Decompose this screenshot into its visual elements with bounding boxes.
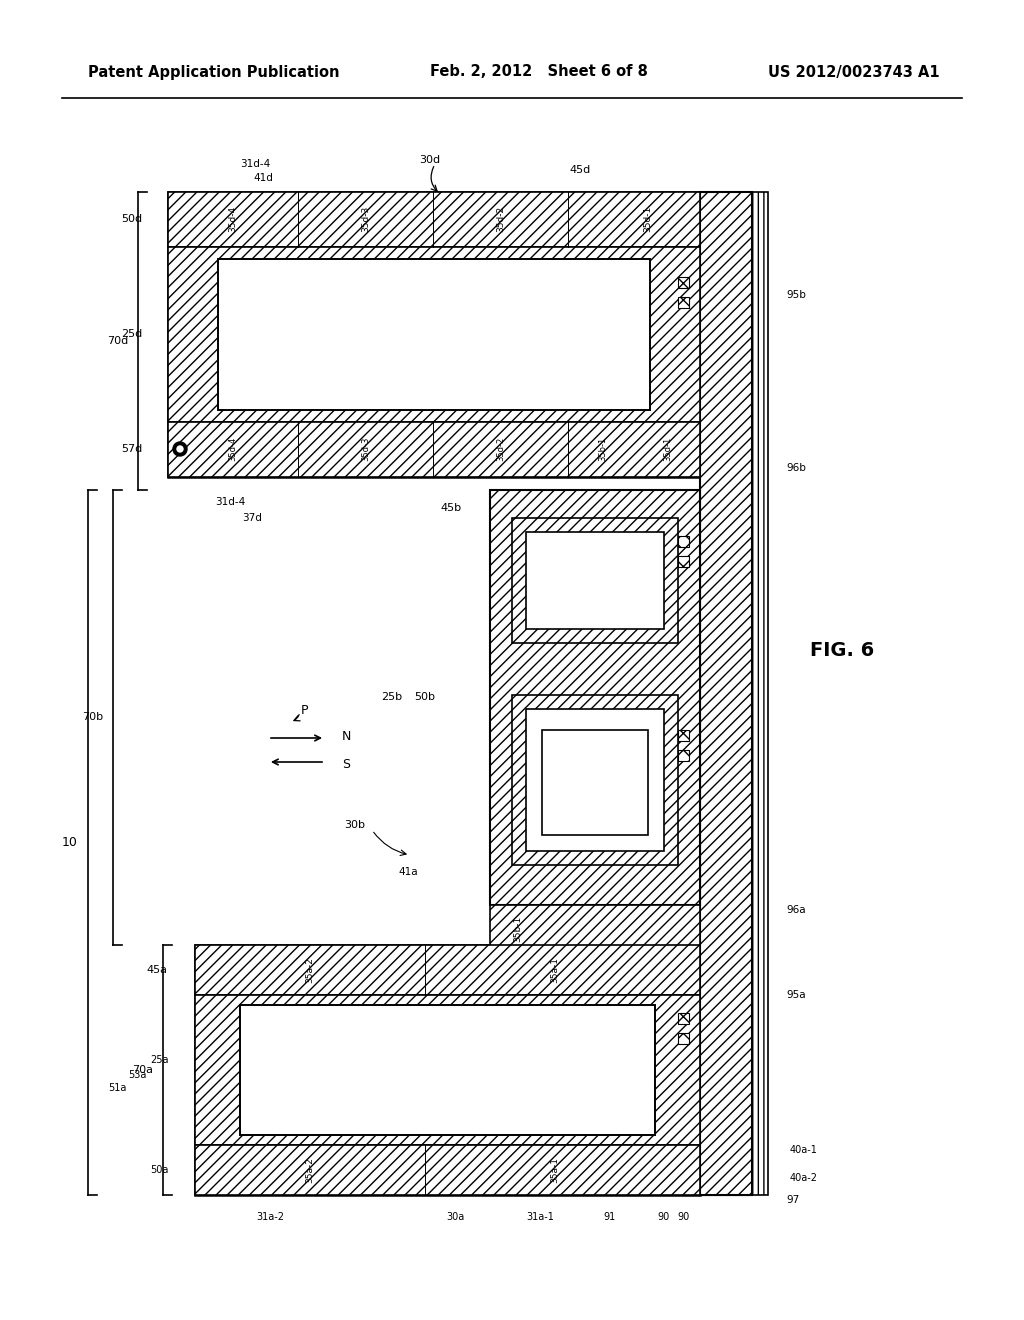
Bar bbox=[195, 945, 700, 995]
Text: 31a-2: 31a-2 bbox=[256, 1212, 284, 1222]
Text: FIG. 6: FIG. 6 bbox=[810, 640, 874, 660]
Text: 45a: 45a bbox=[146, 965, 167, 975]
Text: 96a: 96a bbox=[786, 906, 806, 915]
Bar bbox=[195, 1144, 700, 1195]
Bar bbox=[195, 995, 700, 1144]
Text: 35b-1: 35b-1 bbox=[513, 916, 522, 942]
Bar bbox=[240, 1005, 655, 1135]
Text: 31d-4: 31d-4 bbox=[240, 158, 270, 169]
Text: 35a-2: 35a-2 bbox=[305, 957, 314, 983]
Bar bbox=[752, 191, 768, 1195]
Text: 20c: 20c bbox=[586, 576, 604, 585]
Bar bbox=[512, 696, 678, 865]
Bar bbox=[195, 945, 700, 1195]
Text: 40a: 40a bbox=[286, 1065, 305, 1074]
Text: 70d: 70d bbox=[106, 337, 128, 346]
Bar bbox=[218, 259, 650, 411]
Bar bbox=[678, 277, 689, 288]
Text: 35d-3: 35d-3 bbox=[361, 437, 371, 461]
Text: 35a-1: 35a-1 bbox=[551, 957, 559, 983]
Text: 35d-1: 35d-1 bbox=[643, 206, 652, 232]
Text: 35d-2: 35d-2 bbox=[497, 206, 506, 232]
Text: 41d: 41d bbox=[253, 173, 272, 183]
Text: 35d-1: 35d-1 bbox=[664, 437, 673, 461]
Text: 45d: 45d bbox=[569, 165, 591, 176]
Text: 40a-1: 40a-1 bbox=[790, 1144, 818, 1155]
Bar bbox=[168, 191, 700, 247]
Text: 41a: 41a bbox=[398, 867, 418, 876]
Bar bbox=[678, 1012, 689, 1024]
Text: 45b: 45b bbox=[441, 503, 462, 513]
Text: 20d: 20d bbox=[569, 329, 591, 339]
Text: 21a: 21a bbox=[406, 1065, 425, 1074]
Text: 35a-2: 35a-2 bbox=[305, 1158, 314, 1183]
Text: 57d: 57d bbox=[121, 444, 142, 454]
Bar bbox=[678, 730, 689, 741]
Text: US 2012/0023743 A1: US 2012/0023743 A1 bbox=[768, 65, 940, 79]
Text: P: P bbox=[301, 704, 309, 717]
Bar bbox=[490, 490, 700, 906]
Text: 40b: 40b bbox=[585, 735, 605, 744]
Text: 53a: 53a bbox=[129, 1071, 147, 1080]
Text: 25a: 25a bbox=[151, 1055, 169, 1065]
Text: 90: 90 bbox=[677, 1212, 689, 1222]
Bar bbox=[700, 191, 752, 1195]
Text: 70b: 70b bbox=[82, 711, 103, 722]
Text: Patent Application Publication: Patent Application Publication bbox=[88, 65, 340, 79]
Text: 95a: 95a bbox=[786, 990, 806, 1001]
Bar bbox=[678, 536, 689, 546]
Text: 31a-1: 31a-1 bbox=[526, 1212, 554, 1222]
Text: 91: 91 bbox=[604, 1212, 616, 1222]
Text: 30d: 30d bbox=[420, 154, 440, 165]
Bar bbox=[678, 297, 689, 308]
Text: 96b: 96b bbox=[786, 463, 806, 473]
Text: 37d: 37d bbox=[242, 513, 262, 523]
Bar bbox=[490, 906, 700, 953]
Text: 50d: 50d bbox=[121, 214, 142, 224]
Text: 20b: 20b bbox=[585, 800, 605, 810]
Text: 95b: 95b bbox=[786, 290, 806, 300]
Bar bbox=[526, 709, 664, 851]
Text: 40a-2: 40a-2 bbox=[790, 1173, 818, 1183]
Text: 20a: 20a bbox=[545, 1065, 565, 1074]
Text: 35d-2: 35d-2 bbox=[497, 437, 506, 461]
Circle shape bbox=[177, 446, 183, 451]
Text: 31d-4: 31d-4 bbox=[215, 498, 246, 507]
Text: 25b: 25b bbox=[381, 692, 402, 702]
Text: S: S bbox=[342, 758, 350, 771]
Text: 35d-4: 35d-4 bbox=[228, 206, 238, 232]
Bar bbox=[678, 556, 689, 568]
Bar bbox=[168, 247, 700, 422]
Text: 50b: 50b bbox=[414, 692, 435, 702]
Circle shape bbox=[173, 442, 187, 455]
Text: 40d: 40d bbox=[257, 329, 279, 339]
Bar bbox=[168, 422, 700, 477]
Bar bbox=[512, 517, 678, 643]
Text: 90: 90 bbox=[656, 1212, 669, 1222]
Text: 30a: 30a bbox=[445, 1212, 464, 1222]
Text: 50a: 50a bbox=[151, 1166, 169, 1175]
Bar bbox=[678, 1034, 689, 1044]
Text: 51a: 51a bbox=[109, 1082, 127, 1093]
Text: N: N bbox=[342, 730, 351, 742]
Text: 70a: 70a bbox=[132, 1065, 153, 1074]
Bar bbox=[168, 191, 700, 477]
Text: 10: 10 bbox=[62, 836, 78, 849]
Text: 25d: 25d bbox=[121, 329, 142, 339]
Text: 97: 97 bbox=[786, 1195, 800, 1205]
Bar bbox=[526, 532, 664, 630]
Text: Feb. 2, 2012   Sheet 6 of 8: Feb. 2, 2012 Sheet 6 of 8 bbox=[430, 65, 648, 79]
Text: 35b-1: 35b-1 bbox=[598, 437, 607, 461]
Text: 30b: 30b bbox=[344, 820, 366, 830]
Bar bbox=[542, 730, 648, 836]
Text: 35a-1: 35a-1 bbox=[551, 1158, 559, 1183]
Text: 35d-4: 35d-4 bbox=[228, 437, 238, 461]
Text: 35d-3: 35d-3 bbox=[361, 206, 371, 232]
Bar bbox=[678, 750, 689, 762]
